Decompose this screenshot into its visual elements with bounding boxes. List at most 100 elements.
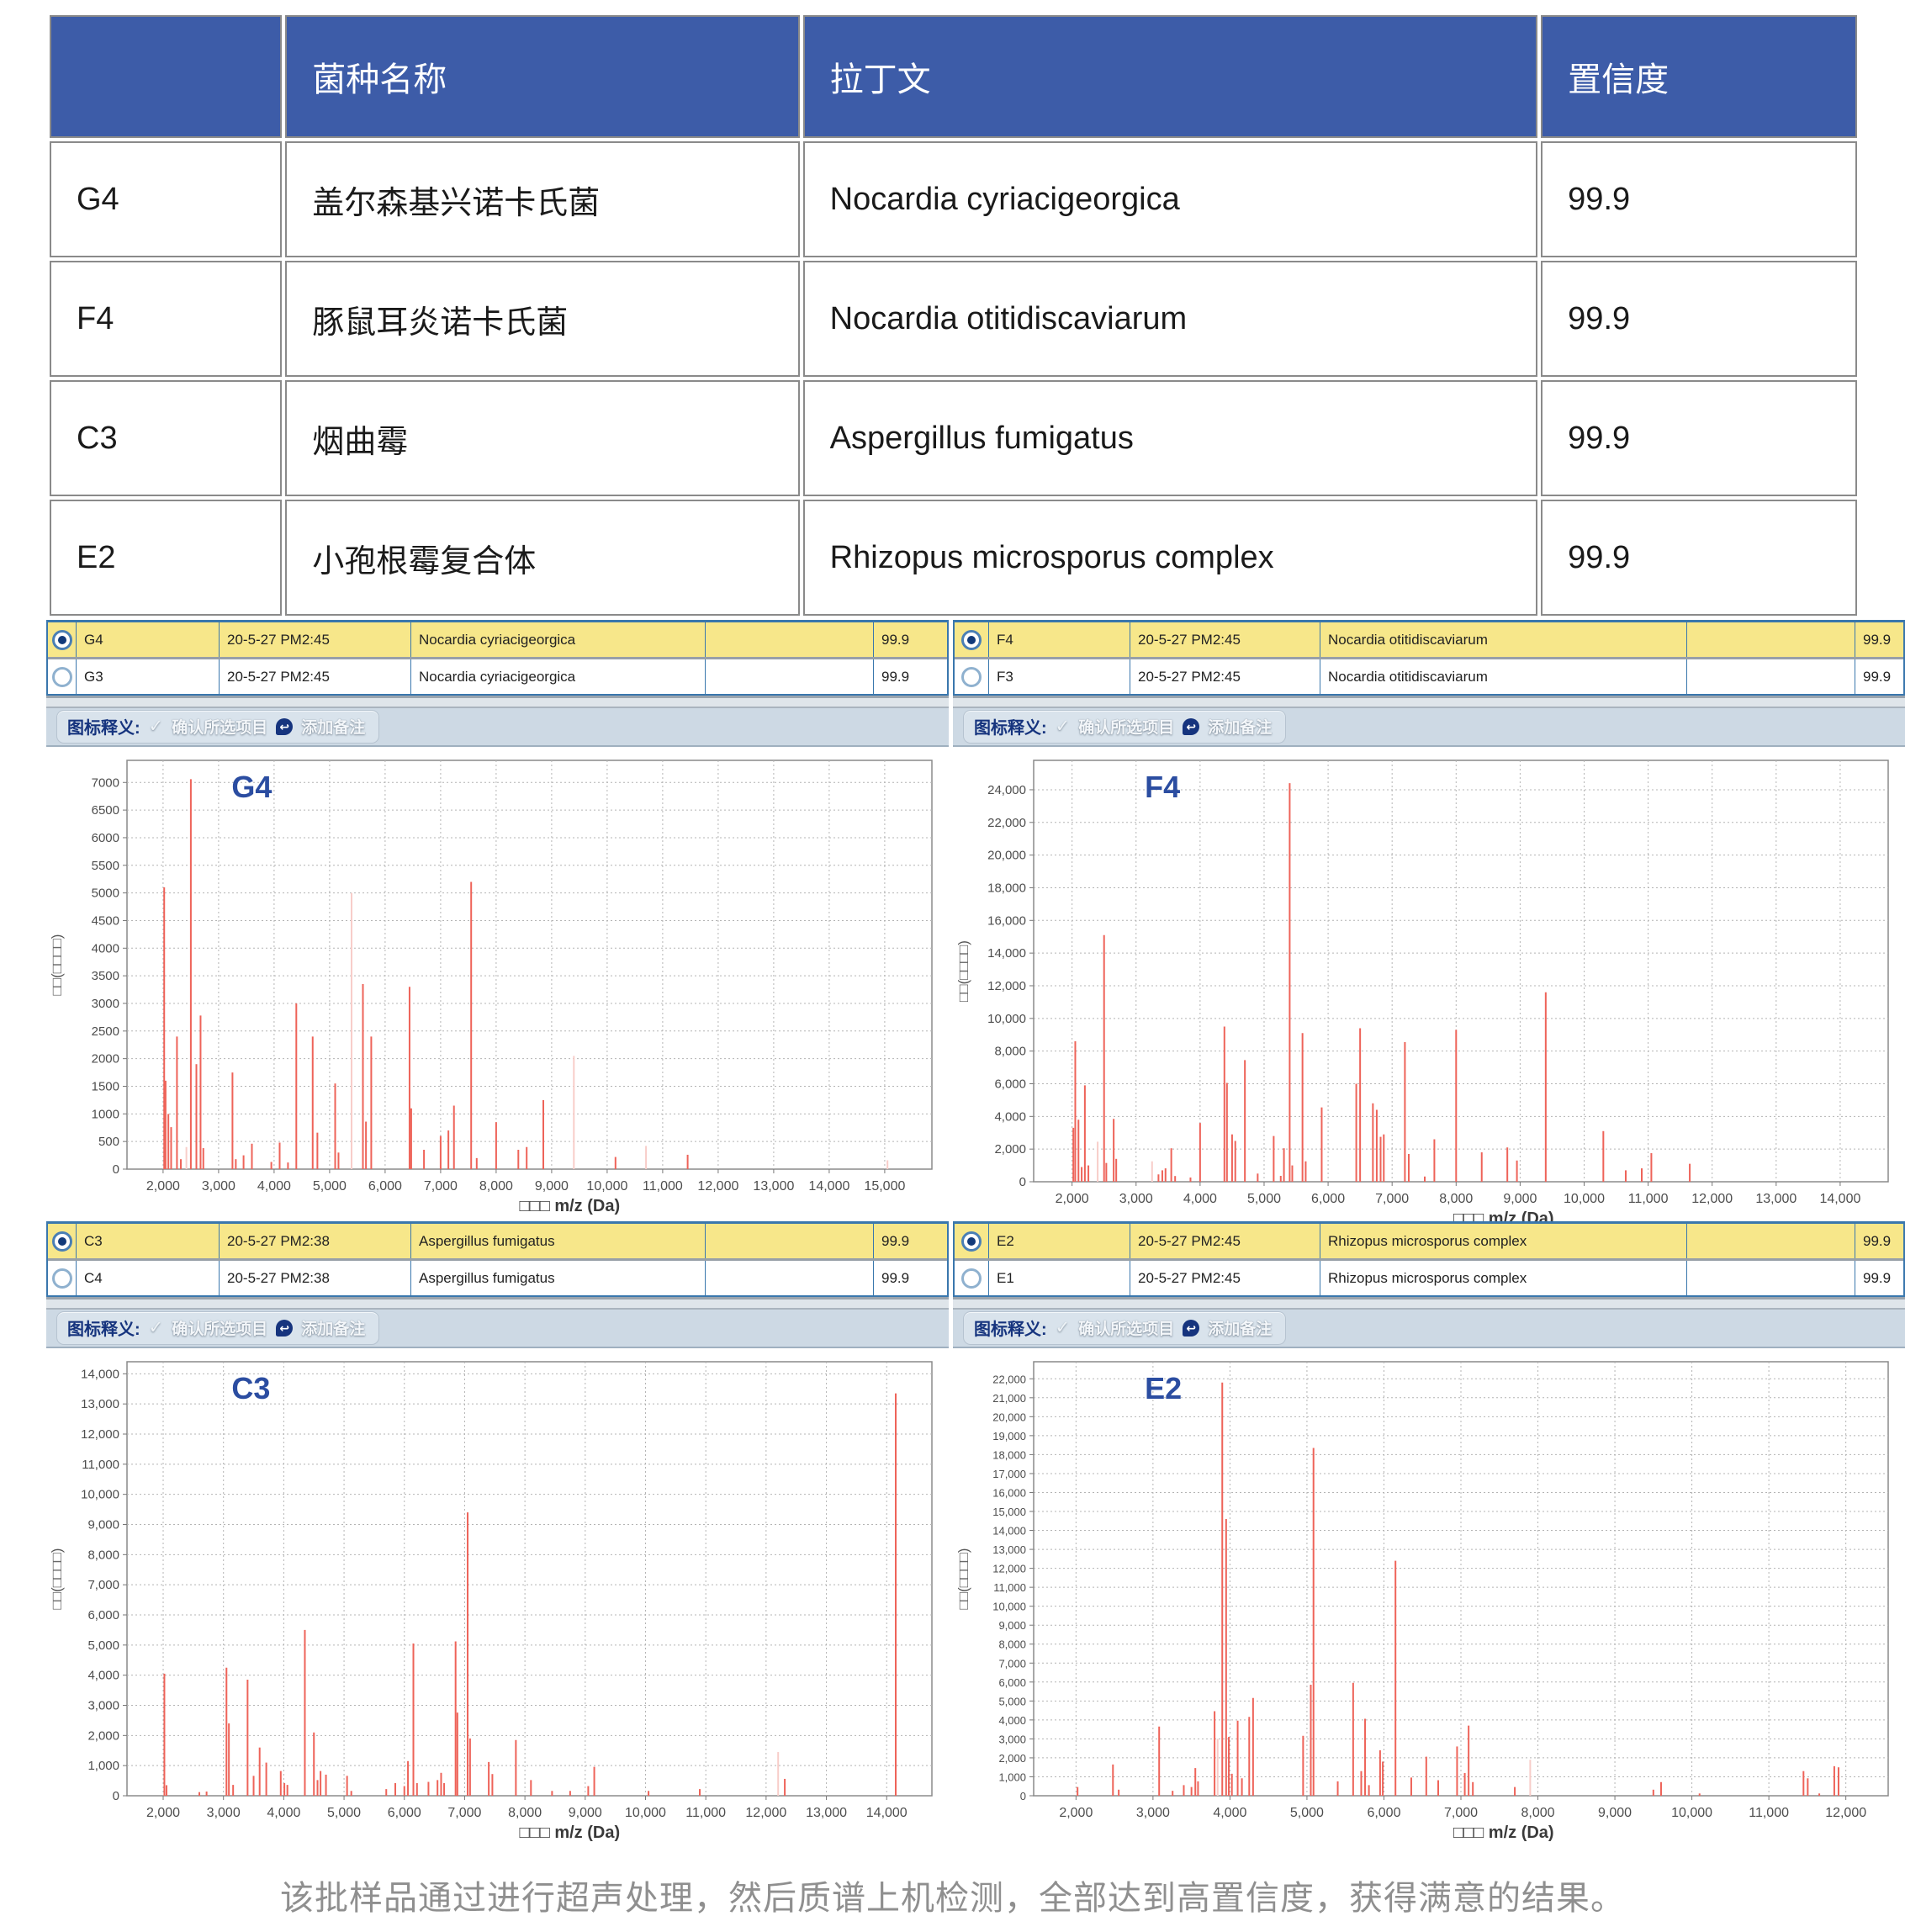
svg-text:12,000: 12,000 [81,1427,119,1442]
sample-id: G4 [50,141,283,257]
panel-divider [953,1297,1905,1310]
header-confidence: 置信度 [1541,15,1857,138]
species-name: 小孢根霉复合体 [285,500,800,616]
header-blank [50,15,283,138]
radio-cell [48,1224,76,1258]
svg-text:7,000: 7,000 [447,1806,481,1820]
svg-text:7,000: 7,000 [87,1578,119,1592]
result-list: C3 20-5-27 PM2:38 Aspergillus fumigatus … [46,1221,949,1297]
radio-selected-icon[interactable] [961,1231,982,1252]
result-list: E2 20-5-27 PM2:45 Rhizopus microsporus c… [953,1221,1905,1297]
svg-text:6,000: 6,000 [87,1608,119,1622]
legend-title: 图标释义: [974,1321,1047,1339]
svg-text:E2: E2 [1145,1371,1182,1405]
result-timestamp: 20-5-27 PM2:45 [219,659,410,694]
svg-text:2,000: 2,000 [998,1752,1026,1765]
radio-selected-icon[interactable] [961,629,982,650]
legend-pill: 图标释义: ✓ 确认所选项目 ↩ 添加备注 [56,1311,380,1345]
svg-text:F4: F4 [1145,770,1180,804]
svg-text:13,000: 13,000 [1755,1192,1797,1206]
result-row-selected[interactable]: F4 20-5-27 PM2:45 Nocardia otitidiscavia… [955,622,1903,659]
result-species: Nocardia otitidiscaviarum [1320,622,1686,657]
svg-text:14,000: 14,000 [1819,1192,1860,1206]
svg-text:10,000: 10,000 [1671,1806,1712,1820]
sample-id: E2 [50,500,283,616]
confirm-selected-button[interactable]: 确认所选项目 [1078,1321,1175,1338]
svg-text:2,000: 2,000 [994,1142,1026,1157]
svg-text:4500: 4500 [92,913,119,928]
svg-text:5,000: 5,000 [1247,1192,1281,1206]
svg-text:9,000: 9,000 [569,1806,602,1820]
sample-id: C3 [50,380,283,496]
result-sample-id: E2 [988,1224,1130,1258]
sample-id: F4 [50,261,283,377]
spectrum-panel-f4: F4 20-5-27 PM2:45 Nocardia otitidiscavia… [953,620,1905,1231]
svg-text:12,000: 12,000 [992,1563,1026,1575]
radio-cell [48,1261,76,1295]
confirm-selected-button[interactable]: 确认所选项目 [172,1321,268,1338]
add-note-icon: ↩ [1183,1319,1200,1337]
svg-text:12,000: 12,000 [697,1179,738,1194]
legend-toolbar: 图标释义: ✓ 确认所选项目 ↩ 添加备注 [46,1310,949,1348]
spectrum-panel-g4: G4 20-5-27 PM2:45 Nocardia cyriacigeorgi… [46,620,949,1218]
svg-text:6500: 6500 [92,803,119,818]
result-species: Rhizopus microsporus complex [1320,1261,1686,1295]
svg-text:3,000: 3,000 [998,1733,1026,1745]
svg-text:□□(□□□□): □□(□□□□) [49,934,65,996]
result-empty-cell [705,1224,873,1258]
svg-text:3,000: 3,000 [87,1699,119,1713]
svg-text:2,000: 2,000 [87,1728,119,1743]
legend-title: 图标释义: [67,719,140,738]
radio-unselected-icon[interactable] [961,1268,982,1289]
result-sample-id: F3 [988,659,1130,694]
svg-text:2,000: 2,000 [1056,1192,1089,1206]
result-timestamp: 20-5-27 PM2:45 [1130,1261,1320,1295]
svg-text:□□□ m/z (Da): □□□ m/z (Da) [520,1823,621,1842]
result-row-selected[interactable]: E2 20-5-27 PM2:45 Rhizopus microsporus c… [955,1224,1903,1261]
radio-selected-icon[interactable] [51,1231,72,1252]
confirm-selected-button[interactable]: 确认所选项目 [172,719,268,737]
result-timestamp: 20-5-27 PM2:38 [219,1261,410,1295]
add-note-button[interactable]: 添加备注 [1208,719,1273,737]
svg-text:11,000: 11,000 [1628,1192,1669,1206]
add-note-button[interactable]: 添加备注 [301,719,366,737]
add-note-icon: ↩ [1183,717,1200,735]
result-confidence: 99.9 [873,1261,947,1295]
svg-text:3500: 3500 [92,969,119,983]
svg-text:4,000: 4,000 [1213,1806,1246,1820]
legend-toolbar: 图标释义: ✓ 确认所选项目 ↩ 添加备注 [953,1310,1905,1348]
result-empty-cell [705,659,873,694]
result-list: G4 20-5-27 PM2:45 Nocardia cyriacigeorgi… [46,620,949,696]
table-row: C3 烟曲霉 Aspergillus fumigatus 99.9 [50,380,1857,496]
check-icon: ✓ [148,717,164,736]
svg-text:4,000: 4,000 [994,1109,1026,1124]
svg-text:12,000: 12,000 [987,979,1026,993]
confirm-selected-button[interactable]: 确认所选项目 [1078,719,1175,737]
svg-text:11,000: 11,000 [993,1581,1026,1594]
result-row-selected[interactable]: G4 20-5-27 PM2:45 Nocardia cyriacigeorgi… [48,622,947,659]
svg-text:18,000: 18,000 [987,881,1026,895]
svg-text:9,000: 9,000 [1503,1192,1537,1206]
result-row[interactable]: E1 20-5-27 PM2:45 Rhizopus microsporus c… [955,1261,1903,1295]
radio-unselected-icon[interactable] [51,666,72,687]
radio-unselected-icon[interactable] [51,1268,72,1289]
result-empty-cell [1686,622,1855,657]
add-note-button[interactable]: 添加备注 [301,1321,366,1338]
result-confidence: 99.9 [873,622,947,657]
svg-text:18,000: 18,000 [992,1448,1026,1461]
svg-text:7,000: 7,000 [1444,1806,1478,1820]
radio-selected-icon[interactable] [51,629,72,650]
result-row[interactable]: F3 20-5-27 PM2:45 Nocardia otitidiscavia… [955,659,1903,694]
svg-text:6,000: 6,000 [994,1077,1026,1091]
svg-text:2,000: 2,000 [1059,1806,1093,1820]
result-confidence: 99.9 [1855,622,1903,657]
svg-text:6,000: 6,000 [368,1179,402,1194]
add-note-button[interactable]: 添加备注 [1208,1321,1273,1338]
radio-unselected-icon[interactable] [961,666,982,687]
result-row-selected[interactable]: C3 20-5-27 PM2:38 Aspergillus fumigatus … [48,1224,947,1261]
result-row[interactable]: G3 20-5-27 PM2:45 Nocardia cyriacigeorgi… [48,659,947,694]
svg-text:14,000: 14,000 [81,1367,119,1381]
svg-text:7,000: 7,000 [1375,1192,1409,1206]
svg-text:□□(□□□□): □□(□□□□) [49,1548,65,1610]
result-row[interactable]: C4 20-5-27 PM2:38 Aspergillus fumigatus … [48,1261,947,1295]
